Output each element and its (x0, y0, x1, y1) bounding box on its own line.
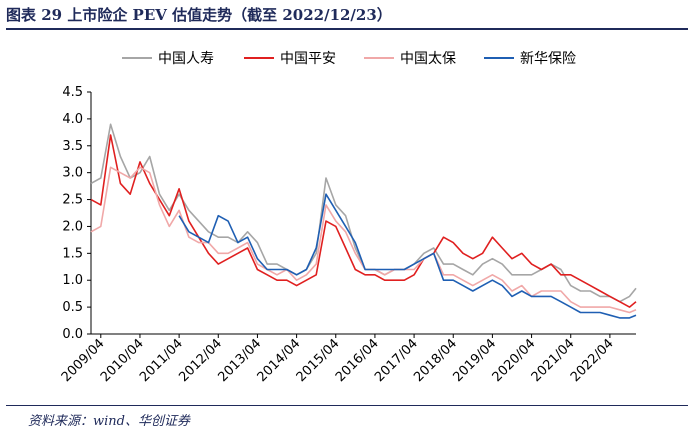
legend: 中国人寿 中国平安 中国太保 新华保险 (122, 50, 576, 67)
y-tick-label: 4.0 (62, 112, 83, 127)
title-rule (6, 28, 688, 30)
series-line-1 (90, 123, 637, 303)
legend-label-1: 中国人寿 (158, 50, 214, 67)
chart-title: 图表 29 上市险企 PEV 估值走势（截至 2022/12/23） (6, 6, 392, 24)
y-tick-label: 3.0 (62, 166, 83, 181)
y-tick-label: 4.5 (62, 85, 83, 100)
legend-label-2: 中国平安 (280, 51, 336, 67)
series-line-2 (90, 134, 637, 308)
source-note: 资料来源：wind、华创证券 (28, 414, 190, 429)
y-tick-label: 1.5 (62, 246, 83, 261)
legend-label-3: 中国太保 (400, 51, 456, 67)
y-tick-label: 3.5 (62, 139, 83, 154)
series-lines (90, 123, 637, 319)
legend-label-4: 新华保险 (520, 51, 576, 67)
source-rule (6, 405, 688, 406)
y-tick-label: 2.5 (62, 193, 83, 208)
y-tick-label: 0.0 (62, 327, 83, 342)
y-tick-label: 2.0 (62, 219, 83, 234)
series-line-4 (178, 193, 637, 319)
y-tick-label: 1.0 (62, 273, 83, 288)
x-tick-label: 2022/04 (568, 336, 617, 385)
series-line-3 (90, 166, 637, 314)
y-tick-label: 0.5 (62, 300, 83, 315)
